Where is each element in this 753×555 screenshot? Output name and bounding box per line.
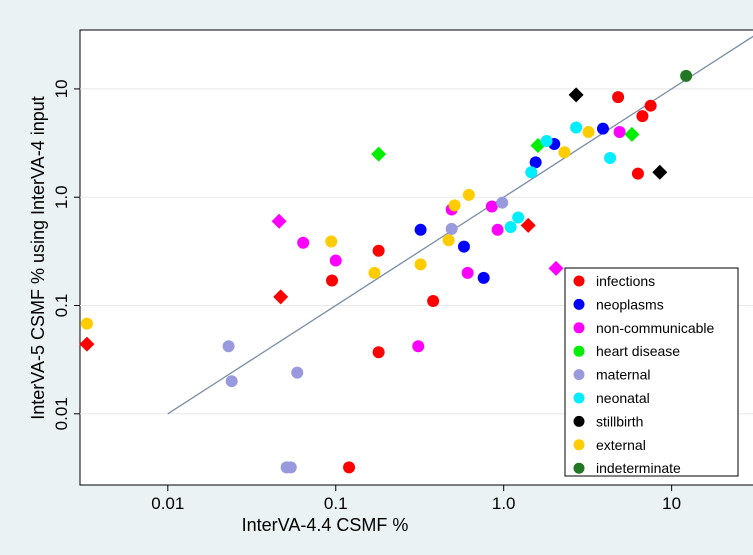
non-communicable-point [548, 260, 564, 276]
neonatal-point [540, 135, 553, 148]
neonatal-point [504, 221, 517, 234]
neoplasms-point [596, 122, 609, 135]
non-communicable-point [491, 223, 504, 236]
non-communicable-point [613, 126, 626, 139]
infections-point [636, 110, 649, 123]
non-communicable-point [485, 200, 498, 213]
external-point [442, 234, 455, 247]
infections-point [612, 91, 625, 104]
maternal-point [291, 366, 304, 379]
legend-label: maternal [596, 367, 650, 383]
legend-marker [573, 345, 585, 357]
external-point [325, 235, 338, 248]
external-point [462, 188, 475, 201]
x-axis-title: InterVA-4.4 CSMF % [242, 515, 409, 535]
y-tick-label: 0.1 [52, 294, 71, 318]
legend: infections neoplasms non-communicable heart… [564, 267, 739, 477]
legend-label: non-communicable [596, 320, 714, 336]
infections-point [273, 289, 289, 305]
stillbirth-point [652, 164, 668, 180]
external-point [558, 146, 571, 159]
legend-box [564, 267, 739, 477]
non-communicable-point [297, 236, 310, 249]
legend-marker [573, 415, 585, 427]
legend-label: external [596, 437, 646, 453]
indeterminate-point [680, 69, 693, 82]
y-axis-title: InterVA-5 CSMF % using InterVA-4 input [28, 96, 48, 419]
y-tick-label: 1.0 [52, 185, 71, 209]
external-point [80, 317, 93, 330]
y-tick-label: 10 [52, 79, 71, 98]
maternal-point [225, 375, 238, 388]
legend-label: stillbirth [596, 413, 643, 429]
data-points [79, 69, 693, 474]
neonatal-point [570, 121, 583, 134]
legend-marker [573, 392, 585, 404]
infections-point [79, 336, 95, 352]
legend-marker [573, 439, 585, 451]
maternal-point [496, 196, 509, 209]
external-point [368, 266, 381, 279]
legend-marker [573, 298, 585, 310]
neoplasms-point [457, 240, 470, 253]
infections-point [372, 244, 385, 257]
infections-point [644, 99, 657, 112]
x-tick-label: 0.1 [324, 494, 348, 513]
legend-label: indeterminate [596, 460, 681, 476]
infections-point [343, 461, 356, 474]
x-tick-label: 0.01 [151, 494, 184, 513]
neonatal-point [525, 166, 538, 179]
maternal-point [284, 461, 297, 474]
external-point [582, 126, 595, 139]
neoplasms-point [477, 271, 490, 284]
legend-label: neoplasms [596, 296, 664, 312]
neoplasms-point [529, 156, 542, 169]
infections-point [631, 167, 644, 180]
non-communicable-point [461, 266, 474, 279]
legend-label: neonatal [596, 390, 650, 406]
non-communicable-point [271, 213, 287, 229]
legend-marker [573, 275, 585, 287]
x-tick-label: 10 [662, 494, 681, 513]
infections-point [520, 217, 536, 233]
x-tick-label: 1.0 [492, 494, 516, 513]
legend-marker [573, 462, 585, 474]
legend-label: heart disease [596, 343, 680, 359]
external-point [414, 258, 427, 271]
reference-line [167, 35, 753, 415]
neoplasms-point [414, 223, 427, 236]
heart-disease-point [371, 146, 387, 162]
infections-point [372, 346, 385, 359]
infections-point [326, 274, 339, 287]
legend-marker [573, 322, 585, 334]
neonatal-point [512, 211, 525, 224]
neonatal-point [604, 152, 617, 165]
stillbirth-point [568, 87, 584, 103]
axes: 0.01 0.1 1.0 10 0.01 0.1 1.0 10 [52, 79, 681, 513]
non-communicable-point [329, 254, 342, 267]
maternal-point [445, 222, 458, 235]
heart-disease-point [624, 126, 640, 142]
non-communicable-point [412, 340, 425, 353]
y-tick-label: 0.01 [52, 397, 71, 430]
external-point [448, 199, 461, 212]
infections-point [427, 295, 440, 308]
legend-marker [573, 369, 585, 381]
legend-label: infections [596, 273, 655, 289]
maternal-point [222, 340, 235, 353]
